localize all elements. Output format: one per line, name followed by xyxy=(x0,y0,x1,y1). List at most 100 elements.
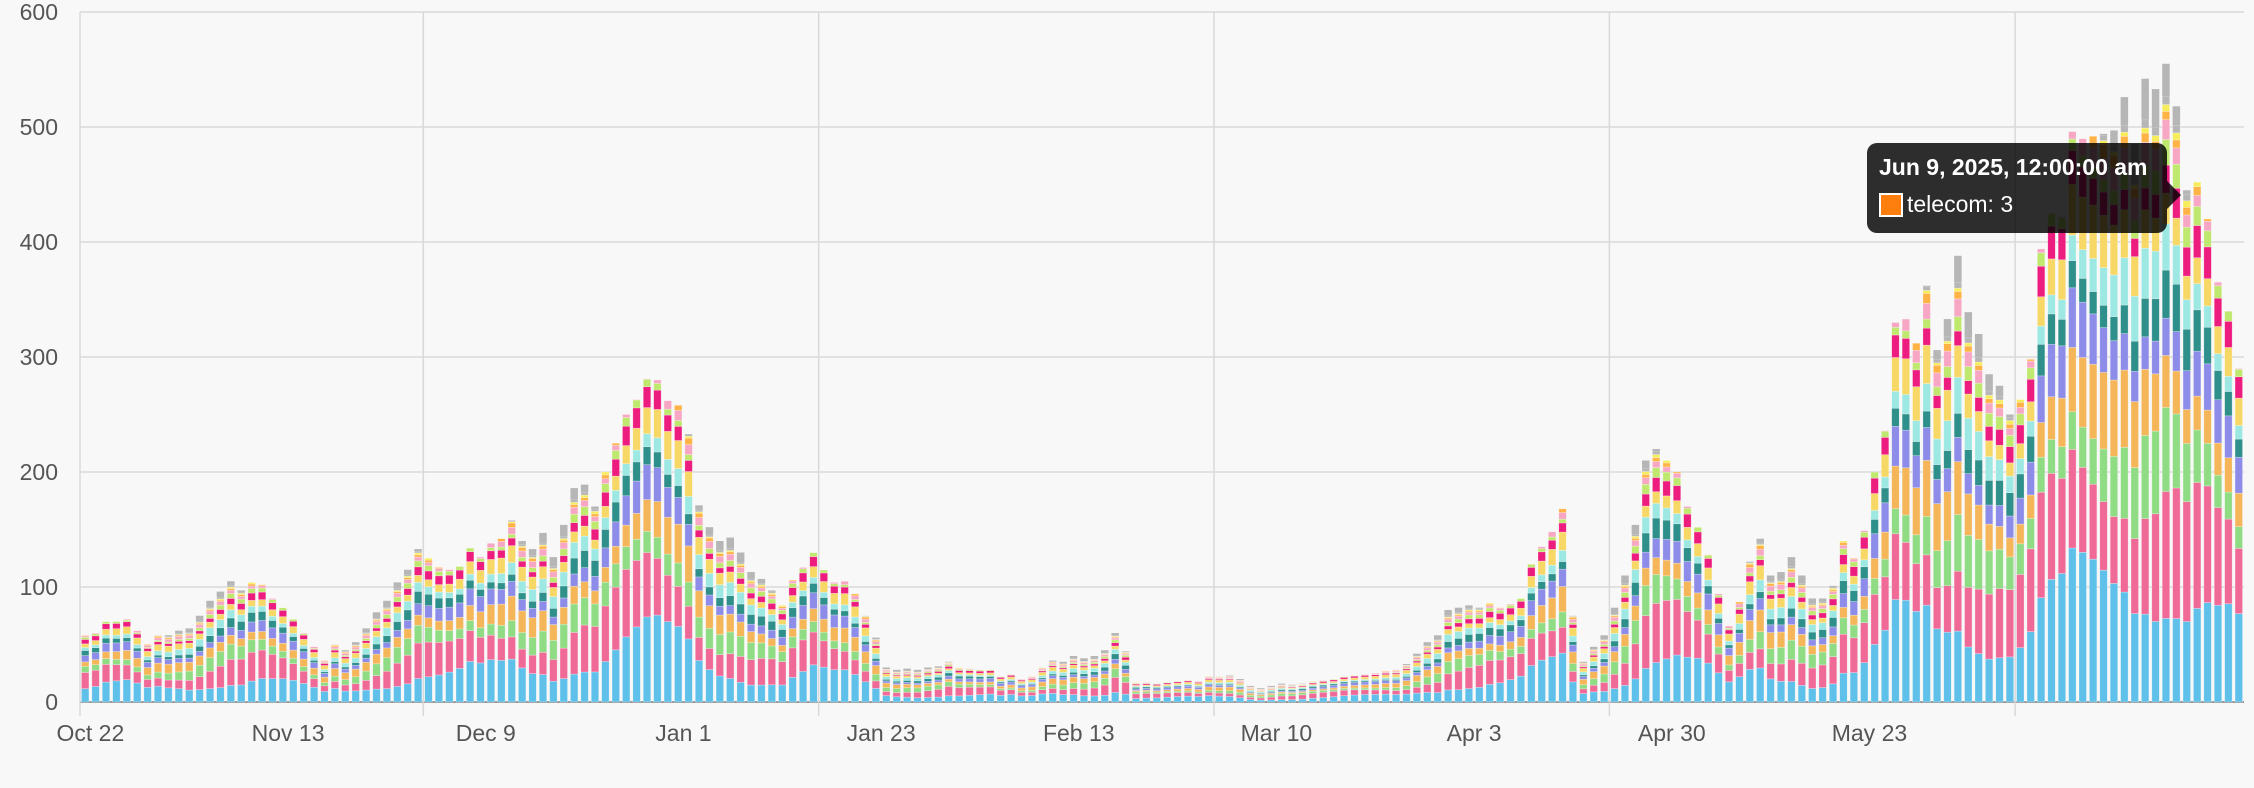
bar-stack xyxy=(1745,561,1754,703)
bar-segment xyxy=(1881,476,1890,489)
bar-segment xyxy=(1724,644,1734,649)
bar-segment xyxy=(216,591,225,598)
bar-segment xyxy=(1215,676,1224,679)
bar-segment xyxy=(1402,685,1411,690)
bar-segment xyxy=(1402,664,1411,666)
bar-segment xyxy=(1776,579,1786,582)
bar-segment xyxy=(944,666,953,669)
bar-segment xyxy=(1870,578,1879,595)
bar-segment xyxy=(788,607,797,618)
bar-segment xyxy=(580,567,589,583)
bar-segment xyxy=(351,676,360,684)
bar-segment xyxy=(944,675,953,680)
bar-segment xyxy=(91,669,100,687)
bar-segment xyxy=(247,585,256,589)
bar-segment xyxy=(1475,607,1484,609)
bar-segment xyxy=(538,652,548,675)
bar-segment xyxy=(320,660,329,662)
bar-stack xyxy=(1620,575,1630,703)
bar-segment xyxy=(1776,589,1786,595)
bar-segment xyxy=(1360,676,1369,680)
x-tick-label: Jan 23 xyxy=(847,720,916,746)
bar-segment xyxy=(996,690,1005,696)
bar-segment xyxy=(871,665,880,675)
bar-segment xyxy=(1631,569,1640,583)
bar-segment xyxy=(2234,548,2243,614)
bar-segment xyxy=(372,663,381,677)
bar-stack xyxy=(1933,350,1942,703)
bar-segment xyxy=(1808,624,1817,633)
bar-segment xyxy=(1797,645,1806,664)
bar-segment xyxy=(778,607,787,611)
bar-segment xyxy=(2037,265,2046,298)
bar-segment xyxy=(1985,412,1994,427)
bar-segment xyxy=(1818,617,1827,624)
bar-segment xyxy=(1142,683,1151,686)
bar-segment xyxy=(112,659,121,666)
bar-segment xyxy=(2203,218,2212,222)
x-tick-label: Jan 1 xyxy=(655,720,711,746)
bar-segment xyxy=(1995,459,2004,481)
bar-segment xyxy=(923,685,932,692)
bar-segment xyxy=(1964,449,1973,474)
bar-segment xyxy=(289,649,298,659)
bar-stack xyxy=(2005,414,2014,703)
bar-segment xyxy=(1693,619,1702,659)
bar-segment xyxy=(1277,699,1286,703)
bar-segment xyxy=(1048,688,1057,694)
bar-segment xyxy=(2141,298,2150,338)
bar-segment xyxy=(518,610,527,633)
bar-segment xyxy=(705,648,714,670)
bar-segment xyxy=(122,626,131,635)
bar-segment xyxy=(1714,613,1723,619)
bar-segment xyxy=(507,562,516,575)
bar-segment xyxy=(747,572,755,579)
bar-segment xyxy=(403,609,412,621)
bar-segment xyxy=(434,642,443,676)
bar-segment xyxy=(1995,657,2004,703)
bar-segment xyxy=(1464,648,1473,656)
bar-stack xyxy=(882,667,891,703)
bar-stack xyxy=(1163,682,1172,703)
bar-segment xyxy=(1360,684,1369,689)
bar-segment xyxy=(1631,582,1640,596)
bar-stack xyxy=(1922,285,1931,703)
bar-segment xyxy=(840,650,849,671)
bar-segment xyxy=(1454,612,1463,615)
bar-segment xyxy=(1610,646,1619,652)
bar-segment xyxy=(2068,449,2077,549)
bar-segment xyxy=(143,661,152,668)
bar-segment xyxy=(1620,662,1630,686)
bar-segment xyxy=(840,604,849,612)
bar-segment xyxy=(1912,441,1921,456)
bar-segment xyxy=(559,623,568,649)
bar-segment xyxy=(1953,287,1962,292)
bar-segment xyxy=(2057,319,2066,347)
bar-stack xyxy=(1568,615,1577,703)
bar-segment xyxy=(590,590,600,605)
bar-segment xyxy=(1506,679,1515,703)
bar-segment xyxy=(840,669,849,703)
bar-segment xyxy=(1922,290,1931,294)
bar-segment xyxy=(1475,633,1484,642)
bar-segment xyxy=(1610,623,1619,628)
bar-segment xyxy=(653,536,662,559)
bar-segment xyxy=(351,650,360,654)
bar-segment xyxy=(268,645,277,655)
bar-segment xyxy=(466,605,475,621)
bar-segment xyxy=(1829,586,1838,589)
bar-segment xyxy=(570,499,579,503)
bar-segment xyxy=(486,604,495,625)
bar-segment xyxy=(778,629,787,638)
bar-segment xyxy=(1589,649,1598,651)
bar-stack xyxy=(663,400,672,703)
bar-segment xyxy=(892,684,901,689)
bar-segment xyxy=(1392,680,1401,684)
bar-segment xyxy=(913,697,922,703)
bar-segment xyxy=(320,682,329,687)
bar-segment xyxy=(903,696,912,703)
bar-segment xyxy=(372,675,381,690)
bar-segment xyxy=(684,471,693,497)
bar-segment xyxy=(1506,648,1515,658)
tooltip-value: telecom: 3 xyxy=(1907,191,2014,217)
